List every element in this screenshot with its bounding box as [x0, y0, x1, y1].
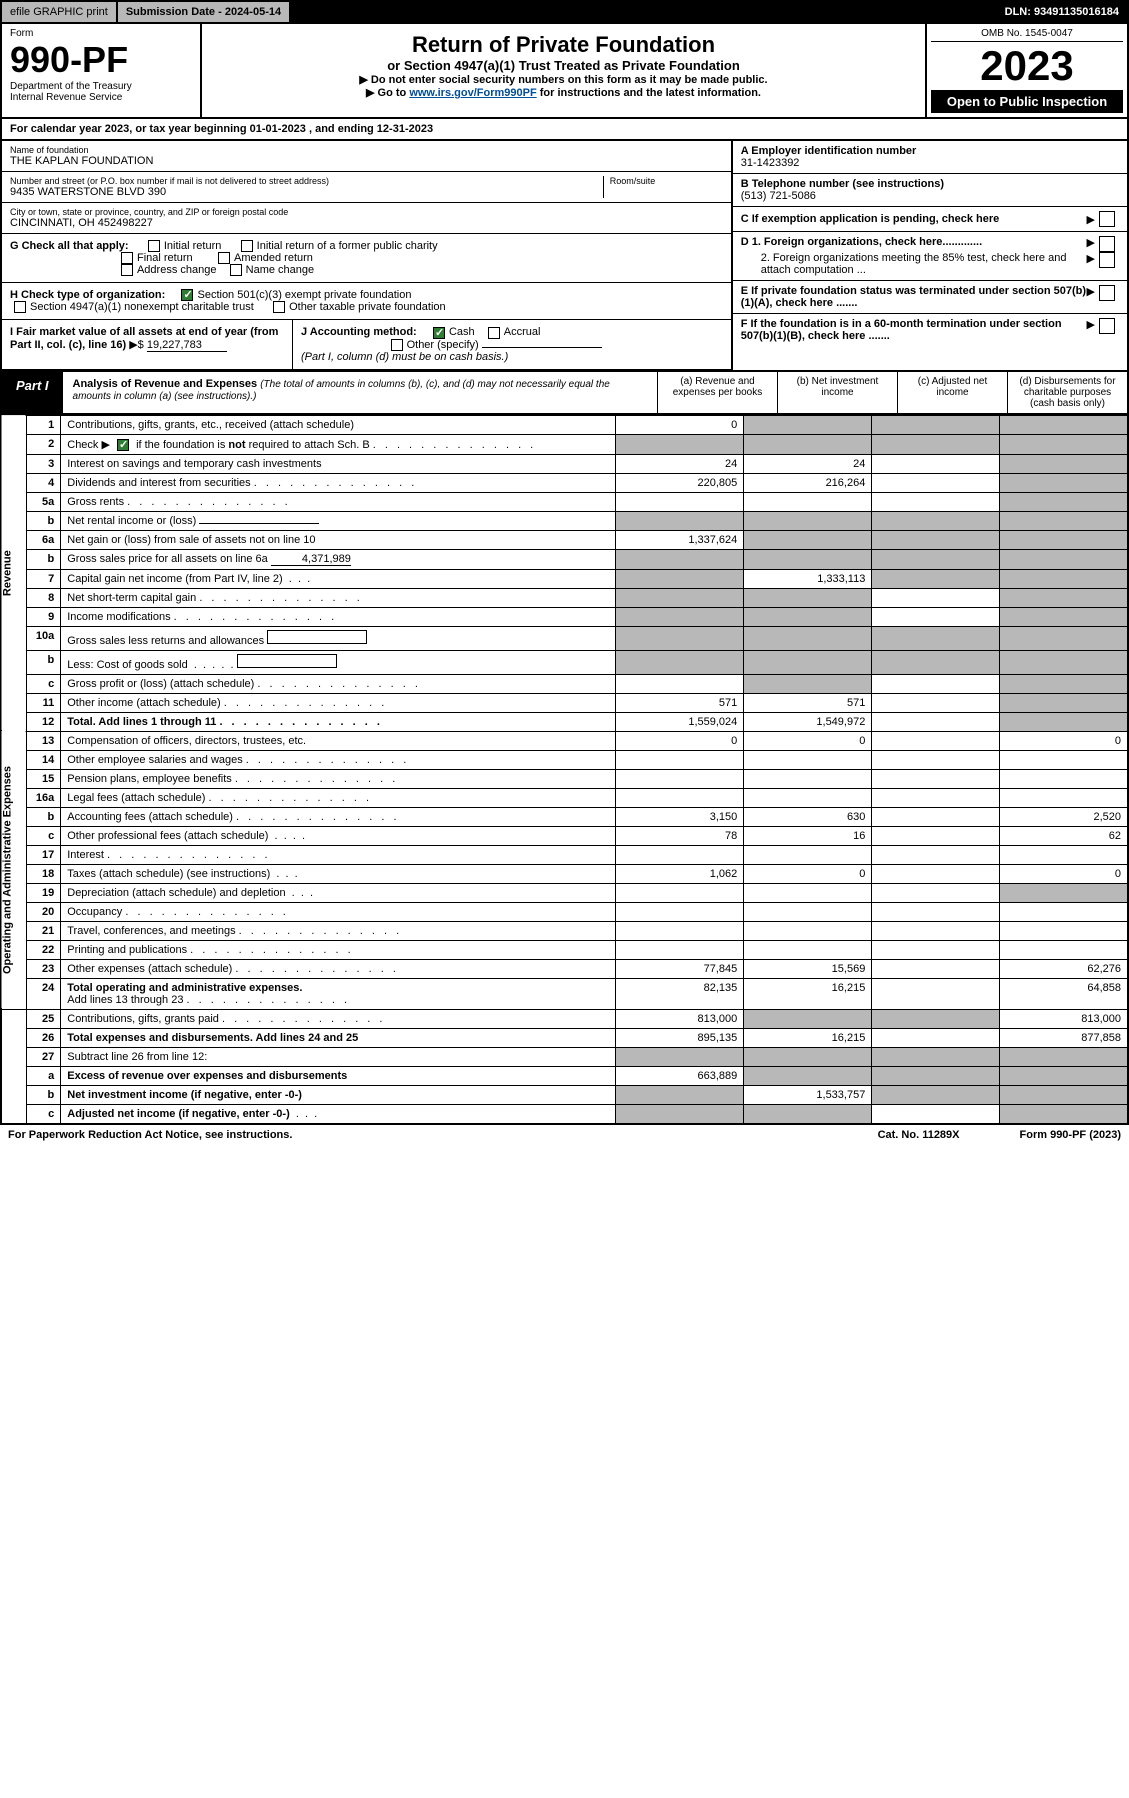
part1-tab: Part I	[2, 372, 63, 413]
cb-initial[interactable]	[148, 240, 160, 252]
city-label: City or town, state or province, country…	[10, 207, 723, 217]
instr-ssn: ▶ Do not enter social security numbers o…	[210, 73, 917, 86]
phone-value: (513) 721-5086	[741, 190, 816, 202]
revenue-label: Revenue	[1, 415, 27, 731]
cb-accrual[interactable]	[488, 327, 500, 339]
city-state-zip: CINCINNATI, OH 452498227	[10, 217, 723, 229]
room-label: Room/suite	[610, 176, 723, 186]
tax-year: 2023	[931, 42, 1123, 90]
name-label: Name of foundation	[10, 145, 723, 155]
section-h: H Check type of organization: Section 50…	[2, 283, 731, 320]
cb-initial-former[interactable]	[241, 240, 253, 252]
addr-label: Number and street (or P.O. box number if…	[10, 176, 603, 186]
form-header: Form 990-PF Department of the Treasury I…	[0, 24, 1129, 119]
cb-d1[interactable]	[1099, 236, 1115, 252]
dept-treasury: Department of the Treasury	[10, 81, 192, 92]
cb-schb[interactable]	[117, 439, 129, 451]
cb-d2[interactable]	[1099, 252, 1115, 268]
page-footer: For Paperwork Reduction Act Notice, see …	[0, 1125, 1129, 1145]
footer-catno: Cat. No. 11289X	[878, 1129, 960, 1141]
form-number: 990-PF	[10, 39, 192, 81]
footer-form: Form 990-PF (2023)	[1020, 1129, 1121, 1141]
expenses-label: Operating and Administrative Expenses	[1, 731, 27, 1009]
cb-name-change[interactable]	[230, 264, 242, 276]
ein-value: 31-1423392	[741, 157, 800, 169]
i-label: I Fair market value of all assets at end…	[10, 326, 278, 351]
col-b-header: (b) Net investment income	[777, 372, 897, 413]
cb-addr-change[interactable]	[121, 264, 133, 276]
open-public: Open to Public Inspection	[931, 90, 1123, 113]
cb-e[interactable]	[1099, 285, 1115, 301]
efile-link[interactable]: efile GRAPHIC print	[2, 2, 118, 22]
cb-4947[interactable]	[14, 301, 26, 313]
col-c-header: (c) Adjusted net income	[897, 372, 1007, 413]
instr-goto: ▶ Go to www.irs.gov/Form990PF for instru…	[210, 86, 917, 99]
part1-table: Revenue 1Contributions, gifts, grants, e…	[0, 415, 1129, 1125]
top-bar: efile GRAPHIC print Submission Date - 20…	[0, 0, 1129, 24]
cb-other-tax[interactable]	[273, 301, 285, 313]
omb-number: OMB No. 1545-0047	[931, 28, 1123, 42]
col-a-header: (a) Revenue and expenses per books	[657, 372, 777, 413]
submission-date: Submission Date - 2024-05-14	[118, 2, 291, 22]
form-subtitle: or Section 4947(a)(1) Trust Treated as P…	[210, 58, 917, 73]
c-label: C If exemption application is pending, c…	[741, 213, 1087, 225]
cb-cash[interactable]	[433, 327, 445, 339]
entity-info: Name of foundation THE KAPLAN FOUNDATION…	[0, 141, 1129, 372]
calendar-year: For calendar year 2023, or tax year begi…	[0, 119, 1129, 141]
cb-f[interactable]	[1099, 318, 1115, 334]
ein-label: A Employer identification number	[741, 145, 917, 157]
form-label: Form	[10, 28, 192, 39]
section-g: G Check all that apply: Initial return I…	[2, 234, 731, 283]
cb-other-method[interactable]	[391, 339, 403, 351]
street-address: 9435 WATERSTONE BLVD 390	[10, 186, 603, 198]
cb-amended[interactable]	[218, 252, 230, 264]
cb-c[interactable]	[1099, 211, 1115, 227]
form-title: Return of Private Foundation	[210, 32, 917, 58]
cb-final[interactable]	[121, 252, 133, 264]
foundation-name: THE KAPLAN FOUNDATION	[10, 155, 723, 167]
cb-501c3[interactable]	[181, 289, 193, 301]
j-note: (Part I, column (d) must be on cash basi…	[301, 351, 508, 363]
dln: DLN: 93491135016184	[997, 2, 1127, 22]
fmv-value: 19,227,783	[147, 339, 227, 352]
col-d-header: (d) Disbursements for charitable purpose…	[1007, 372, 1127, 413]
footer-left: For Paperwork Reduction Act Notice, see …	[8, 1129, 292, 1141]
part1-header: Part I Analysis of Revenue and Expenses …	[0, 372, 1129, 415]
phone-label: B Telephone number (see instructions)	[741, 178, 944, 190]
irs-link[interactable]: www.irs.gov/Form990PF	[409, 87, 536, 99]
dept-irs: Internal Revenue Service	[10, 92, 192, 103]
